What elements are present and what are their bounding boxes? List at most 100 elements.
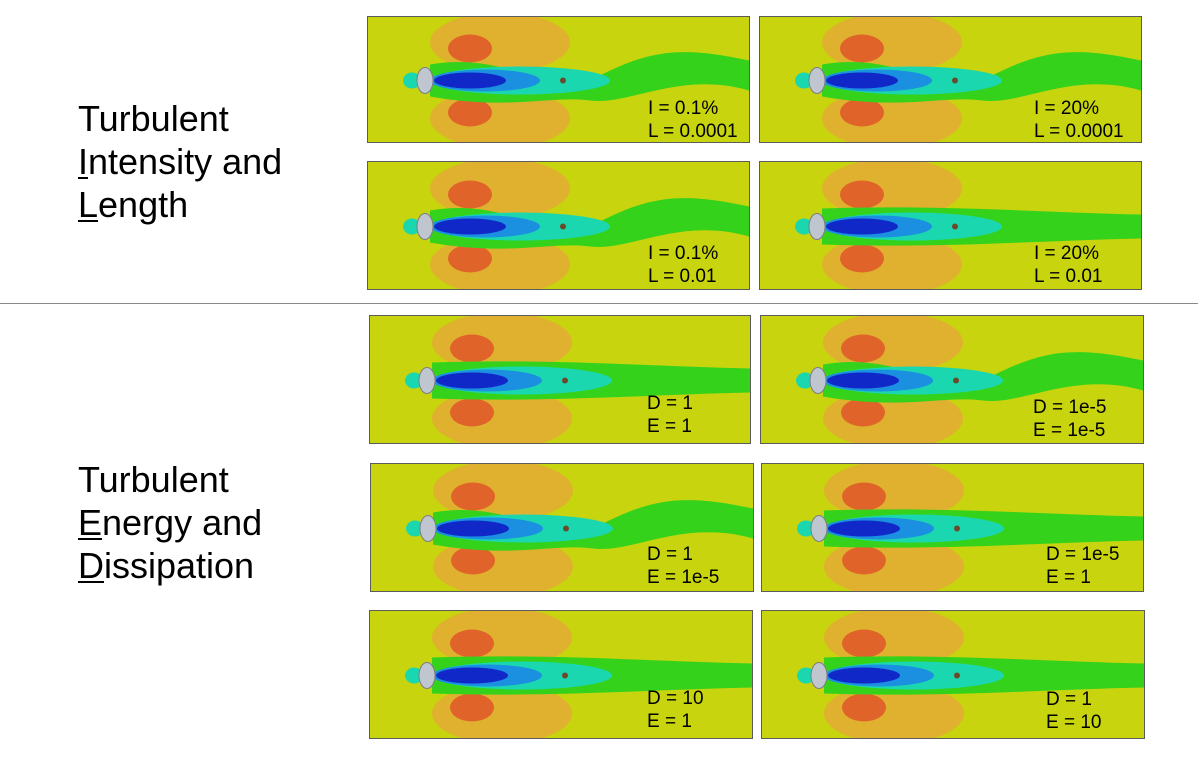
inlet-bubble [795,218,813,235]
lobe-red-upper [448,34,492,63]
lobe-red-upper [842,482,886,511]
heading-line: Turbulent [78,459,229,500]
panel-intensity-length-1: I = 0.1% L = 0.0001 [367,16,750,143]
contour-field [403,17,749,142]
panel-label-line-2: E = 1 [647,711,692,732]
probe-dot [560,223,566,230]
heading-turbulent-energy-dissipation: Turbulent Energy and Dissipation [78,458,262,587]
body-shape [418,367,436,394]
heading-line: Turbulent [78,98,229,139]
probe-dot [954,672,960,679]
probe-dot [560,77,566,84]
panel-intensity-length-3: I = 0.1% L = 0.01 [367,161,750,290]
panel-label-line-2: L = 0.0001 [648,121,738,142]
contour-field [405,316,750,443]
lobe-red-upper [840,180,884,209]
lobe-red-lower [450,398,494,427]
heading-line: Intensity and [78,141,283,182]
panel-label-line-2: L = 0.01 [1034,266,1103,287]
inlet-bubble [403,218,421,235]
panel-label-line-1: D = 1 [1046,689,1092,710]
panel-label-line-2: L = 0.01 [648,266,717,287]
body-shape [419,515,437,542]
lobe-red-upper [451,482,495,511]
lobe-red-upper [841,334,885,363]
inlet-bubble [406,520,424,537]
panel-intensity-length-2: I = 20% L = 0.0001 [759,16,1142,143]
lobe-red-lower [448,244,492,273]
body-shape [810,515,828,542]
wake-dark-blue [437,520,509,537]
section-divider [0,303,1198,304]
body-shape [808,67,826,94]
inlet-bubble [403,72,421,89]
panel-energy-dissipation-2: D = 1e-5 E = 1e-5 [760,315,1144,444]
probe-dot [954,525,960,532]
heading-line: Energy and [78,502,263,543]
wake-dark-blue [828,667,900,684]
lobe-red-upper [450,629,494,658]
wake-dark-blue [826,72,898,89]
body-shape [418,662,436,689]
wake-dark-blue [827,372,899,389]
panel-label-line-1: D = 1 [647,393,693,414]
contour-field [797,464,1143,591]
probe-dot [563,525,569,532]
panel-label-line-2: E = 1e-5 [647,567,720,588]
contour-field [406,464,753,591]
panel-energy-dissipation-3: D = 1 E = 1e-5 [370,463,754,592]
heading-line: Length [78,184,189,225]
lobe-red-upper [448,180,492,209]
body-shape [809,367,827,394]
panel-label-line-1: I = 0.1% [648,98,719,119]
contour-field [795,17,1141,142]
inlet-bubble [405,372,423,389]
contour-field [405,611,752,738]
lobe-red-lower [450,693,494,722]
heading-underlined-initial: E [78,502,103,543]
contour-field [795,162,1141,289]
probe-dot [953,377,959,384]
lobe-red-lower [842,693,886,722]
panel-label-line-1: D = 1 [647,544,693,565]
inlet-bubble [796,372,814,389]
heading-line: Dissipation [78,545,255,586]
panel-label-line-2: E = 1 [647,416,692,437]
panel-label-line-1: D = 1e-5 [1033,397,1107,418]
probe-dot [562,377,568,384]
panel-label-line-2: E = 10 [1046,712,1102,733]
lobe-red-upper [840,34,884,63]
body-shape [416,213,434,240]
panel-label-line-1: I = 20% [1034,98,1099,119]
lobe-red-lower [840,98,884,127]
panel-energy-dissipation-1: D = 1 E = 1 [369,315,751,444]
lobe-red-lower [841,398,885,427]
panel-label-line-1: D = 1e-5 [1046,544,1120,565]
inlet-bubble [797,520,815,537]
panel-intensity-length-4: I = 20% L = 0.01 [759,161,1142,290]
heading-underlined-initial: L [78,184,99,225]
lobe-red-lower [842,546,886,575]
probe-dot [952,77,958,84]
body-shape [810,662,828,689]
contour-field [403,162,749,289]
wake-dark-blue [434,218,506,235]
wake-dark-blue [826,218,898,235]
panel-label-line-1: I = 0.1% [648,243,719,264]
lobe-red-upper [450,334,494,363]
wake-dark-blue [436,667,508,684]
heading-turbulent-intensity-length: Turbulent Intensity and Length [78,97,282,226]
panel-label-line-2: L = 0.0001 [1034,121,1124,142]
panel-label-line-2: E = 1e-5 [1033,420,1106,441]
probe-dot [562,672,568,679]
lobe-red-lower [451,546,495,575]
inlet-bubble [795,72,813,89]
heading-underlined-initial: I [78,141,89,182]
body-shape [416,67,434,94]
wake-dark-blue [828,520,900,537]
lobe-red-upper [842,629,886,658]
panel-label-line-1: D = 10 [647,688,704,709]
wake-dark-blue [434,72,506,89]
panel-energy-dissipation-4: D = 1e-5 E = 1 [761,463,1144,592]
panel-label-line-2: E = 1 [1046,567,1091,588]
